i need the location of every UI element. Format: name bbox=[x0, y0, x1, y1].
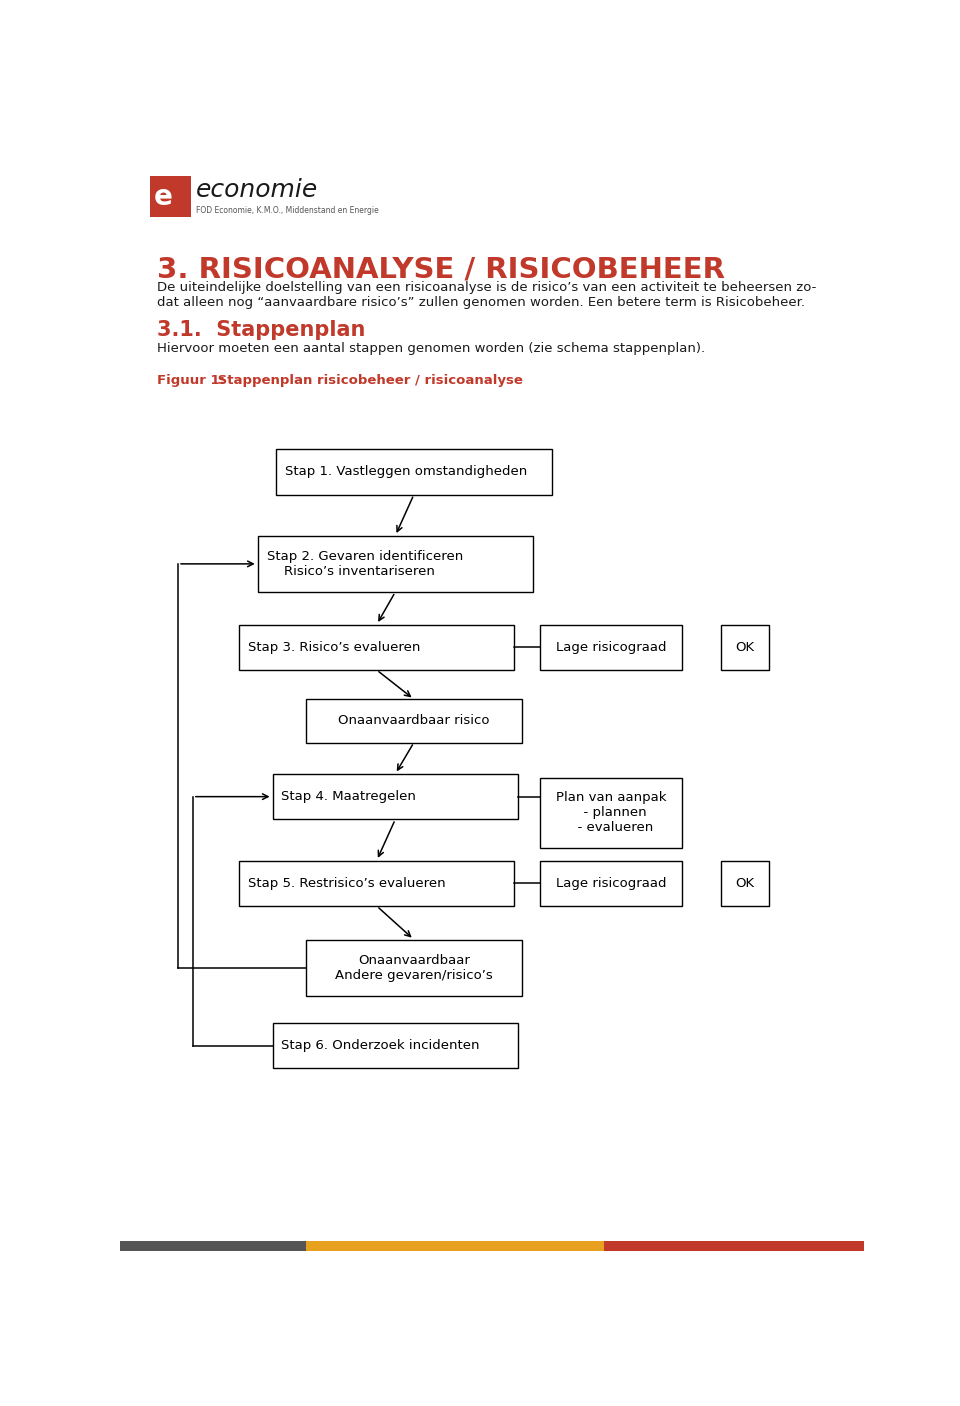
FancyBboxPatch shape bbox=[273, 1024, 518, 1069]
Text: dat alleen nog “aanvaardbare risico’s” zullen genomen worden. Een betere term is: dat alleen nog “aanvaardbare risico’s” z… bbox=[157, 297, 805, 309]
Text: 3.1.  Stappenplan: 3.1. Stappenplan bbox=[157, 321, 366, 340]
Text: Stap 3. Risico’s evalueren: Stap 3. Risico’s evalueren bbox=[248, 641, 420, 654]
FancyBboxPatch shape bbox=[257, 536, 533, 592]
Text: Stap 4. Maatregelen: Stap 4. Maatregelen bbox=[281, 790, 417, 803]
Text: De uiteindelijke doelstelling van een risicoanalyse is de risico’s van een activ: De uiteindelijke doelstelling van een ri… bbox=[157, 281, 817, 294]
FancyBboxPatch shape bbox=[276, 449, 551, 495]
FancyBboxPatch shape bbox=[150, 176, 191, 218]
Text: Figuur 1:: Figuur 1: bbox=[157, 374, 226, 388]
FancyBboxPatch shape bbox=[721, 860, 769, 905]
FancyBboxPatch shape bbox=[306, 699, 522, 742]
Text: Lage risicograad: Lage risicograad bbox=[556, 877, 666, 890]
Text: Stap 2. Gevaren identificeren
    Risico’s inventariseren: Stap 2. Gevaren identificeren Risico’s i… bbox=[267, 550, 463, 578]
Bar bbox=[120, 1240, 306, 1251]
FancyBboxPatch shape bbox=[540, 778, 682, 848]
Bar bbox=[604, 1240, 864, 1251]
FancyBboxPatch shape bbox=[540, 624, 682, 671]
Text: Stap 5. Restrisico’s evalueren: Stap 5. Restrisico’s evalueren bbox=[248, 877, 445, 890]
Text: Lage risicograad: Lage risicograad bbox=[556, 641, 666, 654]
Text: Onaanvaardbaar risico: Onaanvaardbaar risico bbox=[338, 714, 490, 727]
FancyBboxPatch shape bbox=[306, 939, 522, 995]
Bar bbox=[306, 1240, 604, 1251]
Text: economie: economie bbox=[196, 179, 318, 202]
FancyBboxPatch shape bbox=[540, 860, 682, 905]
Text: 3. RISICOANALYSE / RISICOBEHEER: 3. RISICOANALYSE / RISICOBEHEER bbox=[157, 256, 725, 284]
FancyBboxPatch shape bbox=[239, 860, 515, 905]
FancyBboxPatch shape bbox=[273, 773, 518, 820]
Text: FOD Economie, K.M.O., Middenstand en Energie: FOD Economie, K.M.O., Middenstand en Ene… bbox=[196, 207, 378, 215]
FancyBboxPatch shape bbox=[721, 624, 769, 671]
Text: Stap 6. Onderzoek incidenten: Stap 6. Onderzoek incidenten bbox=[281, 1039, 480, 1052]
Text: Plan van aanpak
  - plannen
  - evalueren: Plan van aanpak - plannen - evalueren bbox=[556, 792, 666, 834]
Text: OK: OK bbox=[735, 641, 755, 654]
Text: e: e bbox=[155, 183, 173, 211]
FancyBboxPatch shape bbox=[239, 624, 515, 671]
Text: Stap 1. Vastleggen omstandigheden: Stap 1. Vastleggen omstandigheden bbox=[285, 465, 527, 478]
Text: Stappenplan risicobeheer / risicoanalyse: Stappenplan risicobeheer / risicoanalyse bbox=[213, 374, 523, 388]
Text: OK: OK bbox=[735, 877, 755, 890]
Text: Hiervoor moeten een aantal stappen genomen worden (zie schema stappenplan).: Hiervoor moeten een aantal stappen genom… bbox=[157, 342, 706, 354]
Text: Onaanvaardbaar
Andere gevaren/risico’s: Onaanvaardbaar Andere gevaren/risico’s bbox=[335, 953, 492, 981]
